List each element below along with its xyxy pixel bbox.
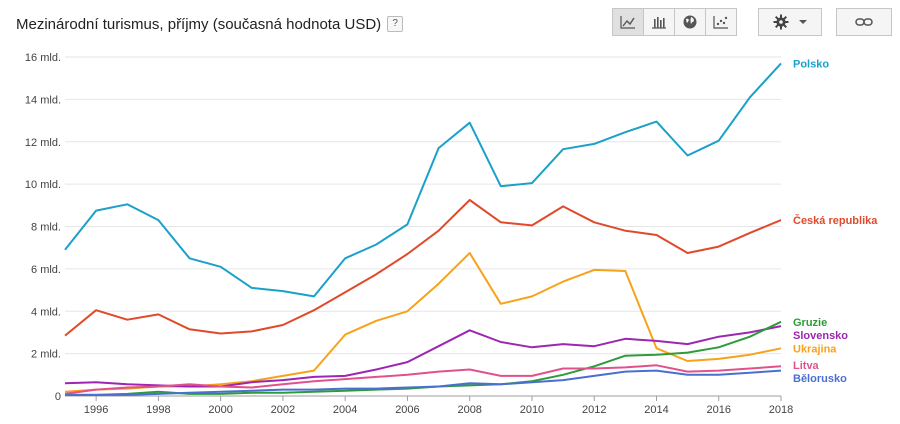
series-label[interactable]: Gruzie xyxy=(793,317,827,329)
x-tick-label: 2018 xyxy=(769,404,793,416)
series-line[interactable] xyxy=(65,320,782,396)
bar-chart-button[interactable] xyxy=(643,8,675,36)
series-line[interactable] xyxy=(64,199,782,337)
x-tick-label: 1998 xyxy=(146,404,170,416)
chart-axes: 0 2 mld. 4 mld. 6 mld. 8 mld. 10 mld. 12 mld. 1… xyxy=(25,52,793,416)
series-label[interactable]: Litva xyxy=(793,360,820,372)
x-tick-label: 2008 xyxy=(457,404,481,416)
series-line[interactable] xyxy=(64,252,782,393)
y-tick-label: 4 mld. xyxy=(31,306,61,318)
bar-chart-icon xyxy=(652,17,666,29)
x-tick-label: 1996 xyxy=(84,404,108,416)
y-tick-label: 6 mld. xyxy=(31,264,61,276)
y-tick-label: 10 mld. xyxy=(25,179,61,191)
line-chart-icon xyxy=(620,16,635,29)
y-tick-label: 14 mld. xyxy=(25,94,61,106)
scatter-chart-button[interactable] xyxy=(705,8,737,36)
series-line[interactable] xyxy=(64,325,782,388)
x-tick-label: 2000 xyxy=(208,404,232,416)
y-tick-label: 0 xyxy=(55,391,61,403)
series-label[interactable]: Ukrajina xyxy=(793,343,837,355)
settings-button[interactable] xyxy=(758,8,822,36)
page-title: Mezinárodní turismus, příjmy (současná h… xyxy=(16,15,382,33)
y-tick-label: 2 mld. xyxy=(31,349,61,361)
help-button[interactable]: ? xyxy=(387,16,404,32)
series-line[interactable] xyxy=(65,369,782,396)
series-label[interactable]: Bělorusko xyxy=(793,373,847,385)
y-tick-label: 12 mld. xyxy=(25,137,61,149)
x-tick-label: 2002 xyxy=(271,404,295,416)
share-link-button[interactable] xyxy=(836,8,892,36)
series-line[interactable] xyxy=(64,364,782,395)
link-icon xyxy=(855,18,873,26)
series-label[interactable]: Česká republika xyxy=(793,214,878,227)
x-tick-label: 2006 xyxy=(395,404,419,416)
series-label[interactable]: Slovensko xyxy=(793,330,848,342)
x-tick-label: 2014 xyxy=(644,404,668,416)
chart-gridlines xyxy=(65,56,781,397)
chart-type-toolbar xyxy=(612,8,737,36)
chart-series xyxy=(64,62,782,396)
series-line[interactable] xyxy=(64,62,782,298)
gear-icon xyxy=(773,14,789,30)
series-label[interactable]: Polsko xyxy=(793,58,829,70)
chart-series-labels: Polsko Česká republika GruzieSlovenskoUkra… xyxy=(793,58,878,385)
chart-header: Mezinárodní turismus, příjmy (současná h… xyxy=(16,14,404,34)
y-tick-label: 16 mld. xyxy=(25,52,61,64)
scatter-chart-icon xyxy=(713,16,728,29)
x-tick-label: 2010 xyxy=(520,404,544,416)
x-tick-label: 2016 xyxy=(706,404,730,416)
y-tick-label: 8 mld. xyxy=(31,222,61,234)
x-tick-label: 2012 xyxy=(582,404,606,416)
caret-down-icon xyxy=(799,20,807,24)
globe-map-icon xyxy=(683,15,697,29)
x-tick-label: 2004 xyxy=(333,404,357,416)
